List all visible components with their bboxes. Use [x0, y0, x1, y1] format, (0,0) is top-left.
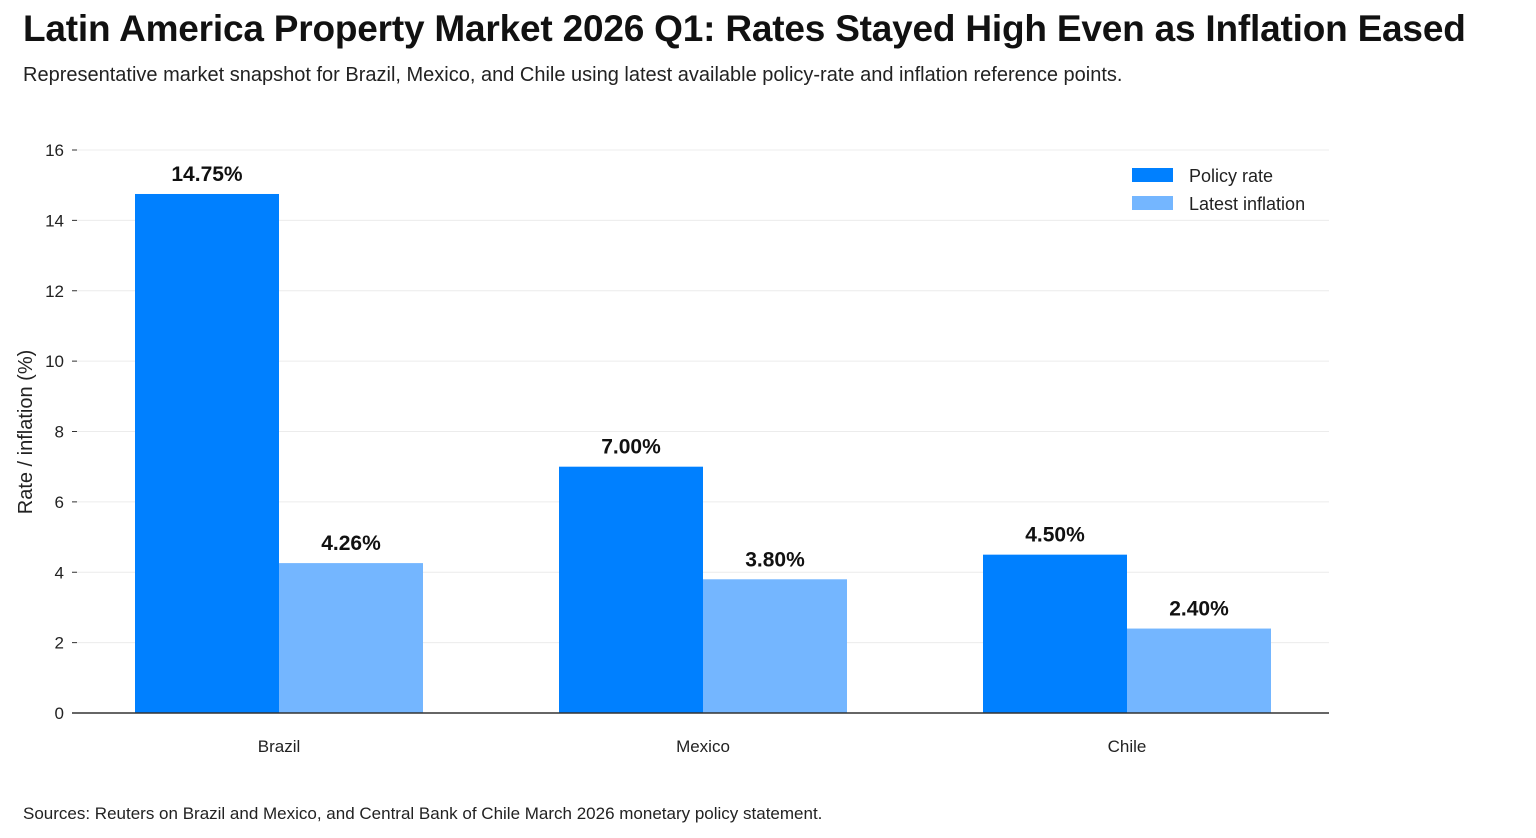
data-labels: 14.75% 7.00% 4.50% 4.26% 3.80% 2.40% [171, 163, 1229, 621]
x-tick-label: Brazil [258, 737, 301, 756]
y-tick-label: 6 [55, 493, 64, 512]
y-axis-label: Rate / inflation (%) [15, 350, 37, 515]
bar-brazil-policy-rate [135, 193, 279, 713]
bar-chile-inflation [1127, 628, 1271, 713]
data-label: 4.50% [1025, 524, 1085, 547]
source-note: Sources: Reuters on Brazil and Mexico, a… [23, 804, 823, 823]
y-tick-label: 16 [45, 141, 64, 160]
data-label: 3.80% [745, 548, 805, 571]
y-tick-label: 8 [55, 423, 64, 442]
x-tick-label: Mexico [676, 737, 730, 756]
y-tick-label: 14 [45, 211, 64, 230]
axes: 0 2 4 6 8 10 12 14 16 Brazil Mexico Chile [45, 141, 1329, 756]
bar-mexico-inflation [703, 579, 847, 713]
y-tick-label: 4 [55, 563, 64, 582]
y-tick-label: 10 [45, 352, 64, 371]
bars [135, 193, 1271, 713]
chart-subtitle: Representative market snapshot for Brazi… [23, 64, 1123, 86]
legend-label: Latest inflation [1189, 194, 1305, 214]
bar-mexico-policy-rate [559, 466, 703, 713]
data-label: 14.75% [171, 163, 243, 186]
legend: Policy rate Latest inflation [1132, 166, 1305, 214]
chart-title: Latin America Property Market 2026 Q1: R… [23, 8, 1466, 49]
legend-swatch-policy-rate [1132, 168, 1173, 182]
bar-chile-policy-rate [983, 554, 1127, 713]
data-label: 4.26% [321, 532, 381, 555]
bar-brazil-inflation [279, 563, 423, 713]
y-tick-label: 12 [45, 282, 64, 301]
x-tick-label: Chile [1108, 737, 1147, 756]
legend-swatch-inflation [1132, 196, 1173, 210]
legend-label: Policy rate [1189, 166, 1273, 186]
y-tick-label: 0 [55, 704, 64, 723]
data-label: 7.00% [601, 436, 661, 459]
data-label: 2.40% [1169, 598, 1229, 621]
y-tick-label: 2 [55, 634, 64, 653]
